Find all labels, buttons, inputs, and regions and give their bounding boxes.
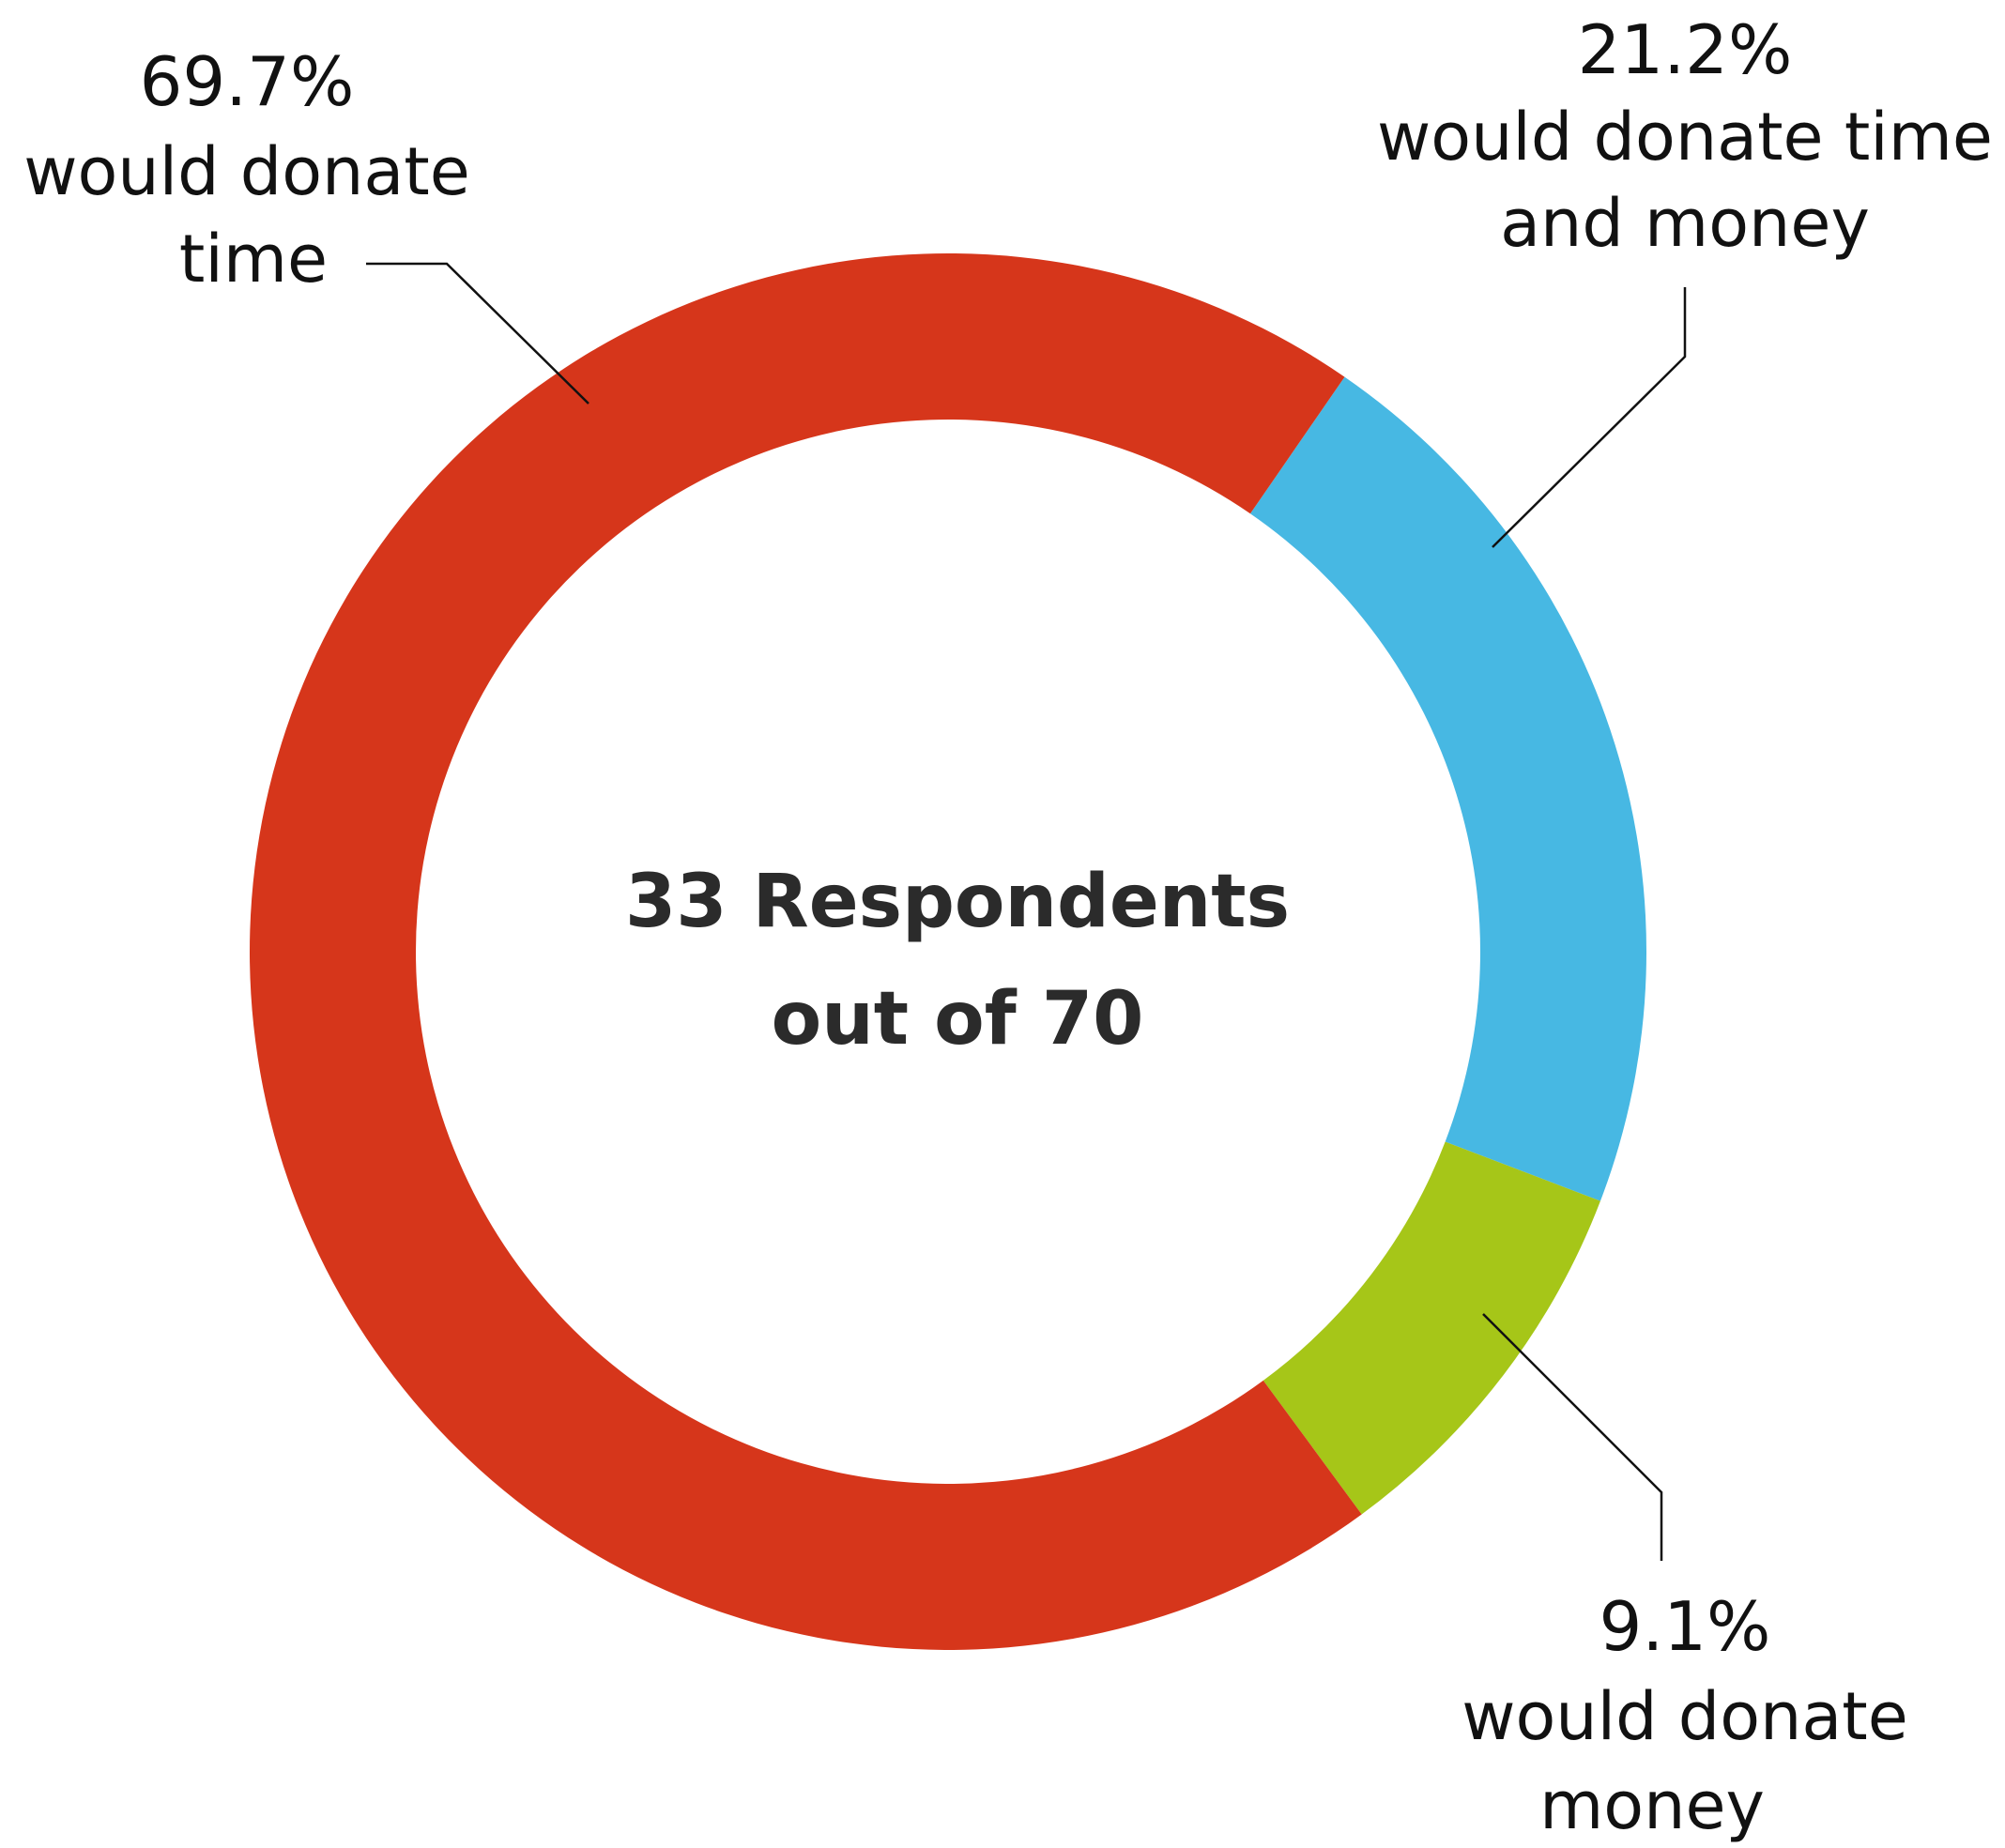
donut-slice xyxy=(250,252,1362,1651)
slice-label-line: would donate xyxy=(23,133,470,210)
slice-label-line: time xyxy=(179,221,328,298)
slice-value-label: 21.2% xyxy=(1578,10,1793,89)
leader-line-time xyxy=(366,262,589,405)
slice-label-line: would donate time xyxy=(1377,99,1993,176)
slice-label-time-and-money: 21.2% would donate time and money xyxy=(1377,10,1993,262)
leader-line-money xyxy=(1482,1313,1663,1561)
donut-slices xyxy=(250,252,1646,1651)
slice-label-line: and money xyxy=(1500,185,1870,262)
donut-slice xyxy=(1249,376,1646,1201)
center-label: 33 Respondents out of 70 xyxy=(625,860,1290,1061)
slice-value-label: 69.7% xyxy=(140,42,355,121)
slice-label-line: would donate xyxy=(1462,1678,1908,1755)
center-label-line: 33 Respondents xyxy=(625,860,1290,944)
center-label-line: out of 70 xyxy=(772,977,1144,1061)
slice-label-line: money xyxy=(1539,1767,1765,1844)
leader-line-time-and-money xyxy=(1492,287,1687,548)
donut-slice xyxy=(1263,1141,1600,1515)
slice-value-label: 9.1% xyxy=(1599,1587,1771,1666)
slice-label-time: 69.7% would donate time xyxy=(23,42,470,298)
slice-label-money: 9.1% would donate money xyxy=(1462,1587,1908,1844)
